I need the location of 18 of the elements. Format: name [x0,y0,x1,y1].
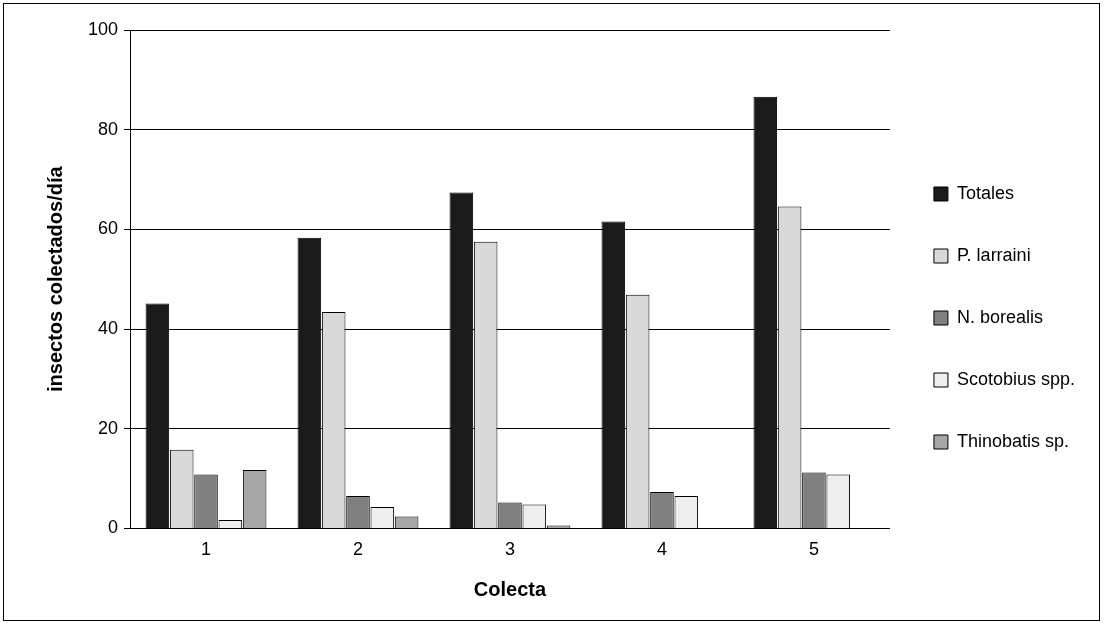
y-tick-label: 80 [98,118,119,139]
y-tick-label: 0 [108,517,119,538]
x-tick-label: 2 [352,539,364,560]
x-tick-label: 3 [504,539,515,560]
y-axis-title: insectos colectados/día [43,165,66,393]
y-tick-label: 40 [98,318,119,339]
x-tick-label: 1 [201,539,212,560]
legend-label: N. borealis [956,306,1043,327]
y-tick-label: 20 [98,417,119,438]
x-tick-label: 4 [656,539,667,560]
y-tick-label: 60 [98,218,119,239]
legend-label: Totales [956,182,1014,203]
legend-label: Scotobius spp. [956,368,1076,389]
x-axis-title: Colecta [473,577,547,600]
y-tick-label: 100 [87,18,119,39]
legend-label: P. larraini [956,244,1031,265]
legend-label: Thinobatis sp. [956,430,1069,451]
x-tick-label: 5 [808,539,819,560]
